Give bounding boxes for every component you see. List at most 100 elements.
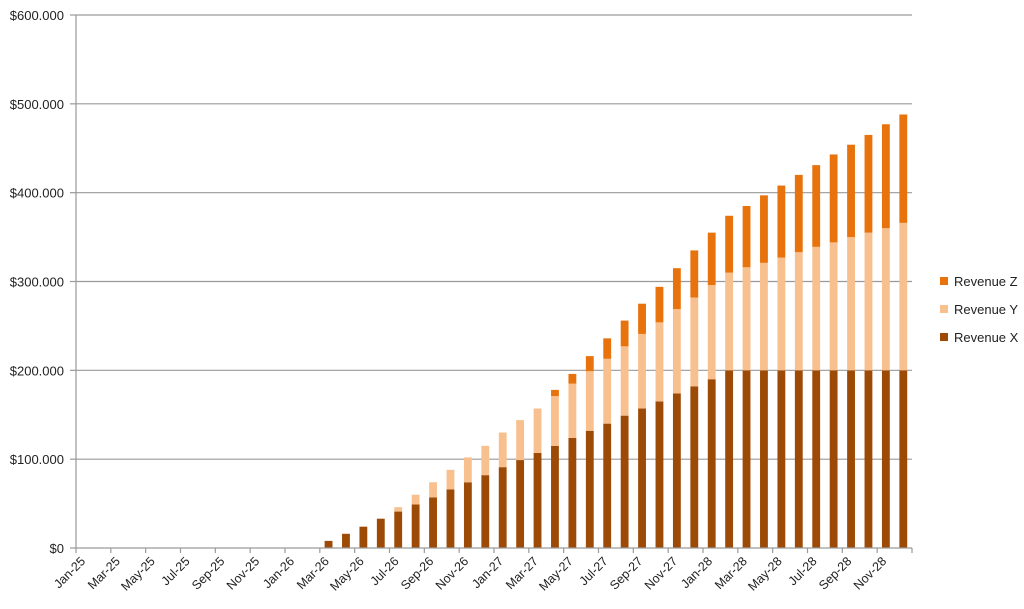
- legend-label: Revenue Z: [954, 273, 1018, 289]
- bar-segment-revenue-x: [638, 408, 646, 548]
- y-tick-label: $600.000: [10, 8, 64, 23]
- legend-swatch-revenue-z: [940, 277, 948, 285]
- legend-label: Revenue Y: [954, 301, 1019, 317]
- y-tick-label: $500.000: [10, 97, 64, 112]
- bar-segment-revenue-x: [812, 370, 821, 548]
- bar-segment-revenue-y: [881, 228, 890, 371]
- bar-segment-revenue-z: [760, 195, 768, 263]
- bar-segment-revenue-x: [429, 497, 437, 548]
- bar-segment-revenue-y: [742, 267, 751, 371]
- bar-segment-revenue-x: [777, 370, 786, 548]
- bar-series: [324, 114, 908, 548]
- bar-segment-revenue-z: [829, 154, 838, 243]
- legend-swatch-revenue-y: [940, 305, 948, 313]
- x-tick-label: Sep-28: [816, 554, 854, 592]
- bar-segment-revenue-z: [899, 114, 908, 223]
- bar-segment-revenue-y: [899, 222, 908, 371]
- bar-segment-revenue-y: [638, 333, 646, 409]
- legend-item-revenue-y: Revenue Y: [940, 298, 1018, 320]
- y-tick-label: $0: [50, 541, 64, 556]
- x-tick-label: Jul-28: [786, 554, 820, 588]
- x-tick-label: Nov-26: [433, 554, 471, 592]
- bar-segment-revenue-y: [498, 432, 507, 468]
- bar-segment-revenue-x: [446, 489, 455, 548]
- x-tick-label: Mar-26: [294, 554, 332, 592]
- x-tick-label: Jan-27: [469, 554, 506, 591]
- bar-segment-revenue-z: [812, 165, 821, 247]
- x-tick-label: Jul-27: [577, 554, 611, 588]
- bar-segment-revenue-x: [725, 370, 734, 548]
- bar-segment-revenue-x: [585, 430, 594, 548]
- bar-segment-revenue-y: [707, 285, 716, 380]
- y-tick-label: $300.000: [10, 275, 64, 290]
- bar-segment-revenue-z: [742, 205, 751, 268]
- y-tick-label: $400.000: [10, 186, 64, 201]
- bar-segment-revenue-x: [760, 370, 768, 548]
- bar-segment-revenue-y: [533, 408, 542, 453]
- bar-segment-revenue-y: [568, 383, 577, 438]
- bar-segment-revenue-x: [672, 393, 681, 548]
- bar-segment-revenue-x: [324, 540, 333, 548]
- bar-segment-revenue-x: [794, 370, 803, 548]
- bar-segment-revenue-z: [603, 338, 612, 359]
- x-tick-label: Jan-28: [678, 554, 715, 591]
- x-tick-label: Jan-26: [260, 554, 297, 591]
- bar-segment-revenue-x: [376, 518, 385, 548]
- x-tick-label: May-27: [536, 554, 575, 593]
- bar-segment-revenue-x: [899, 370, 908, 548]
- bar-segment-revenue-x: [481, 475, 490, 548]
- bar-segment-revenue-y: [829, 242, 838, 371]
- bar-segment-revenue-y: [672, 309, 681, 394]
- bar-segment-revenue-y: [394, 507, 403, 512]
- bar-segment-revenue-z: [568, 373, 577, 384]
- bar-segment-revenue-x: [411, 504, 420, 548]
- x-tick-label: Nov-27: [642, 554, 680, 592]
- x-tick-label: Jan-25: [51, 554, 88, 591]
- y-tick-label: $200.000: [10, 363, 64, 378]
- x-tick-label: Nov-25: [224, 554, 262, 592]
- bar-segment-revenue-y: [777, 257, 786, 371]
- bar-segment-revenue-z: [777, 185, 786, 258]
- bar-segment-revenue-y: [463, 457, 472, 483]
- bar-segment-revenue-y: [760, 262, 768, 371]
- bar-segment-revenue-x: [568, 437, 577, 548]
- legend-item-revenue-z: Revenue Z: [940, 270, 1018, 292]
- x-tick-label: Sep-27: [607, 554, 645, 592]
- bar-segment-revenue-z: [585, 356, 594, 372]
- bar-segment-revenue-x: [881, 370, 890, 548]
- bar-segment-revenue-y: [794, 252, 803, 371]
- bar-segment-revenue-y: [655, 322, 664, 402]
- x-tick-label: Nov-28: [851, 554, 889, 592]
- legend: Revenue Z Revenue Y Revenue X: [940, 270, 1018, 354]
- bar-segment-revenue-z: [725, 215, 734, 273]
- bar-segment-revenue-x: [463, 482, 472, 548]
- bar-segment-revenue-y: [725, 272, 734, 371]
- bar-segment-revenue-z: [638, 303, 646, 334]
- bar-segment-revenue-y: [585, 371, 594, 431]
- bar-segment-revenue-y: [481, 445, 490, 476]
- bar-segment-revenue-y: [516, 420, 525, 461]
- bar-segment-revenue-z: [794, 174, 803, 253]
- x-tick-label: May-26: [327, 554, 366, 593]
- bar-segment-revenue-y: [429, 482, 437, 498]
- bar-segment-revenue-x: [359, 526, 368, 548]
- bar-segment-revenue-x: [847, 370, 855, 548]
- bar-segment-revenue-x: [742, 370, 751, 548]
- bar-segment-revenue-z: [881, 124, 890, 229]
- x-tick-label: Mar-27: [503, 554, 541, 592]
- y-tick-label: $100.000: [10, 452, 64, 467]
- bar-segment-revenue-x: [620, 415, 629, 548]
- bar-segment-revenue-y: [812, 246, 821, 371]
- bar-segment-revenue-x: [707, 379, 716, 548]
- bar-segment-revenue-x: [551, 445, 559, 548]
- x-tick-label: Sep-26: [398, 554, 436, 592]
- bar-segment-revenue-z: [672, 268, 681, 310]
- bar-segment-revenue-x: [690, 386, 699, 548]
- legend-item-revenue-x: Revenue X: [940, 326, 1018, 348]
- x-tick-label: Mar-25: [85, 554, 123, 592]
- x-tick-label: Jul-25: [159, 554, 193, 588]
- x-tick-label: Sep-25: [189, 554, 227, 592]
- bar-segment-revenue-y: [551, 396, 559, 446]
